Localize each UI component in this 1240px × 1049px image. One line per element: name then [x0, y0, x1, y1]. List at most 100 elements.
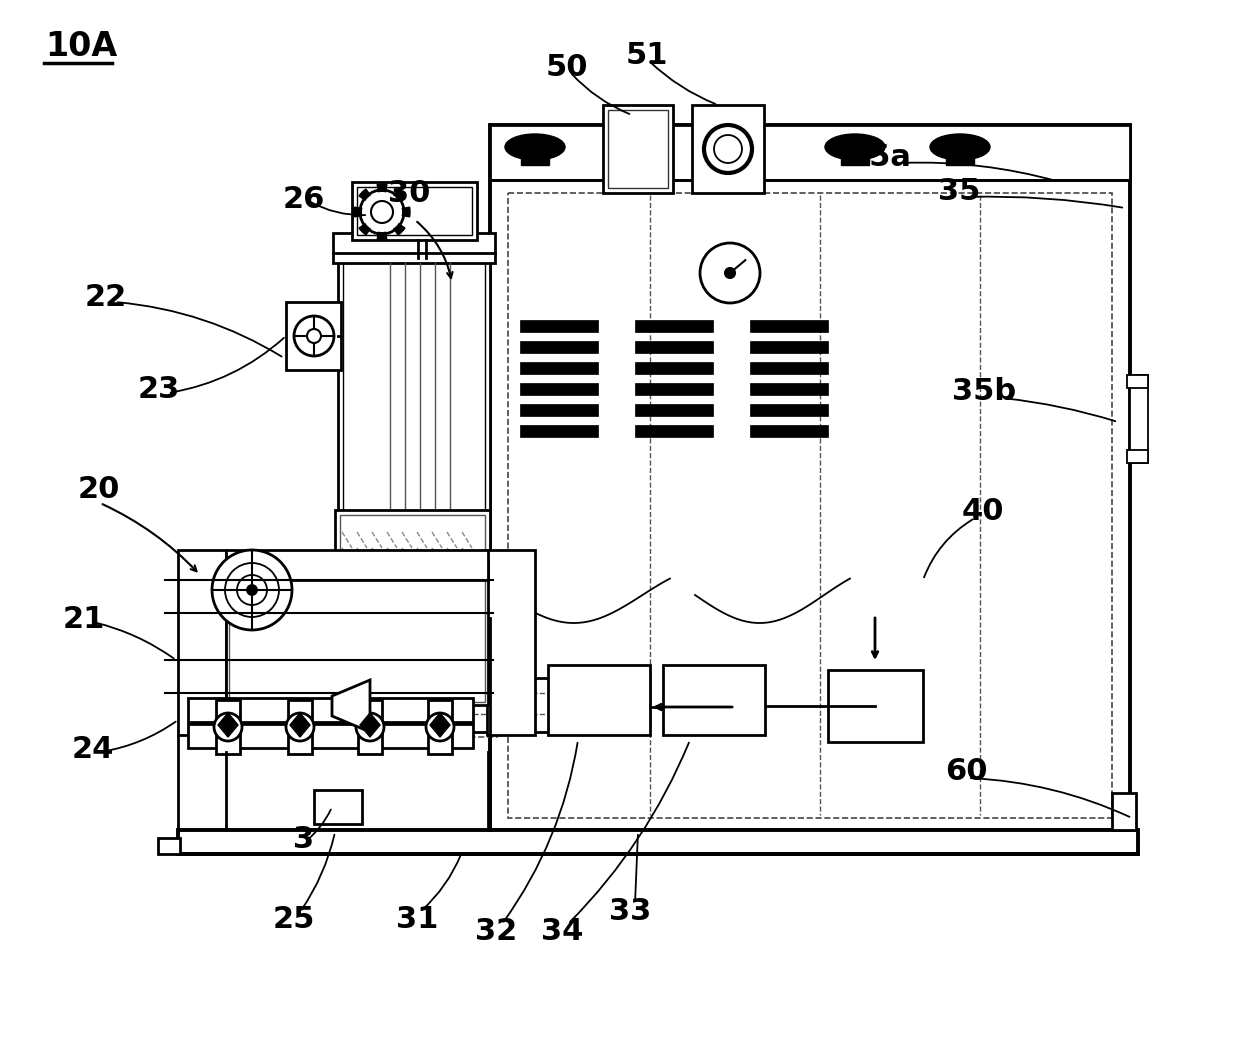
- Bar: [520, 383, 598, 395]
- Bar: [635, 362, 713, 374]
- Bar: [370, 678, 585, 732]
- Bar: [841, 147, 869, 165]
- Wedge shape: [382, 189, 405, 212]
- Wedge shape: [377, 212, 387, 240]
- Wedge shape: [360, 212, 382, 235]
- Bar: [288, 700, 312, 754]
- Circle shape: [371, 201, 393, 223]
- Text: 3: 3: [293, 826, 314, 855]
- Bar: [603, 105, 673, 193]
- Wedge shape: [353, 207, 382, 217]
- Circle shape: [317, 694, 341, 718]
- Text: 24: 24: [72, 735, 114, 765]
- Wedge shape: [360, 189, 382, 212]
- Text: 32: 32: [475, 918, 517, 946]
- Bar: [508, 193, 1112, 818]
- Bar: [750, 341, 828, 354]
- Bar: [635, 425, 713, 437]
- Text: 22: 22: [86, 283, 128, 313]
- Bar: [635, 341, 713, 354]
- Bar: [828, 670, 923, 742]
- Bar: [750, 425, 828, 437]
- Bar: [750, 362, 828, 374]
- Circle shape: [362, 192, 402, 232]
- Bar: [343, 263, 485, 511]
- Bar: [179, 830, 1138, 854]
- Circle shape: [294, 316, 334, 356]
- Bar: [635, 404, 713, 416]
- Bar: [428, 700, 453, 754]
- Polygon shape: [430, 713, 450, 737]
- Bar: [357, 187, 472, 235]
- Text: 30: 30: [388, 178, 430, 208]
- Bar: [692, 105, 764, 193]
- Bar: [520, 425, 598, 437]
- Bar: [520, 320, 598, 331]
- Text: 35b: 35b: [952, 378, 1016, 407]
- Circle shape: [224, 563, 279, 617]
- Circle shape: [308, 329, 321, 343]
- Circle shape: [427, 713, 454, 741]
- Circle shape: [371, 201, 393, 223]
- Bar: [520, 341, 598, 354]
- Circle shape: [704, 125, 751, 173]
- Polygon shape: [290, 713, 310, 737]
- Circle shape: [237, 575, 267, 605]
- Bar: [1112, 793, 1136, 830]
- Wedge shape: [382, 212, 405, 235]
- Text: 10A: 10A: [45, 30, 118, 64]
- Ellipse shape: [505, 134, 565, 160]
- Bar: [157, 838, 180, 854]
- Text: 35: 35: [937, 177, 981, 207]
- Text: 33: 33: [609, 898, 651, 926]
- Bar: [226, 550, 489, 580]
- Bar: [490, 125, 1130, 180]
- Bar: [520, 362, 598, 374]
- Bar: [608, 110, 668, 188]
- Bar: [663, 665, 765, 735]
- Bar: [229, 563, 485, 702]
- Ellipse shape: [930, 134, 990, 160]
- Text: 60: 60: [945, 757, 987, 787]
- Bar: [188, 724, 472, 748]
- Ellipse shape: [825, 134, 885, 160]
- Bar: [340, 515, 485, 573]
- Polygon shape: [218, 713, 238, 737]
- Text: 50: 50: [546, 53, 589, 83]
- Bar: [314, 790, 362, 825]
- Bar: [286, 302, 341, 370]
- Bar: [490, 125, 1130, 830]
- Text: 31: 31: [396, 905, 438, 935]
- Circle shape: [215, 713, 242, 741]
- Circle shape: [247, 585, 257, 595]
- Bar: [1127, 374, 1148, 388]
- Circle shape: [714, 135, 742, 163]
- Bar: [635, 383, 713, 395]
- Circle shape: [725, 267, 735, 278]
- Bar: [750, 383, 828, 395]
- Circle shape: [286, 713, 314, 741]
- Bar: [946, 147, 973, 165]
- Bar: [1130, 374, 1148, 463]
- Polygon shape: [360, 713, 379, 737]
- Bar: [548, 665, 650, 735]
- Text: 40: 40: [962, 497, 1004, 527]
- Bar: [487, 550, 534, 735]
- Circle shape: [212, 550, 291, 630]
- Bar: [352, 181, 477, 240]
- Text: 51: 51: [626, 41, 668, 69]
- Text: 21: 21: [63, 605, 105, 635]
- Bar: [216, 700, 241, 754]
- Circle shape: [360, 190, 404, 234]
- Bar: [334, 233, 495, 263]
- Bar: [358, 700, 382, 754]
- Bar: [179, 550, 226, 735]
- Bar: [226, 560, 489, 705]
- Bar: [750, 404, 828, 416]
- Bar: [339, 258, 490, 516]
- Text: 20: 20: [78, 475, 120, 505]
- Bar: [521, 147, 549, 165]
- Bar: [1127, 450, 1148, 463]
- Text: 26: 26: [283, 186, 325, 214]
- Text: 25: 25: [273, 905, 315, 935]
